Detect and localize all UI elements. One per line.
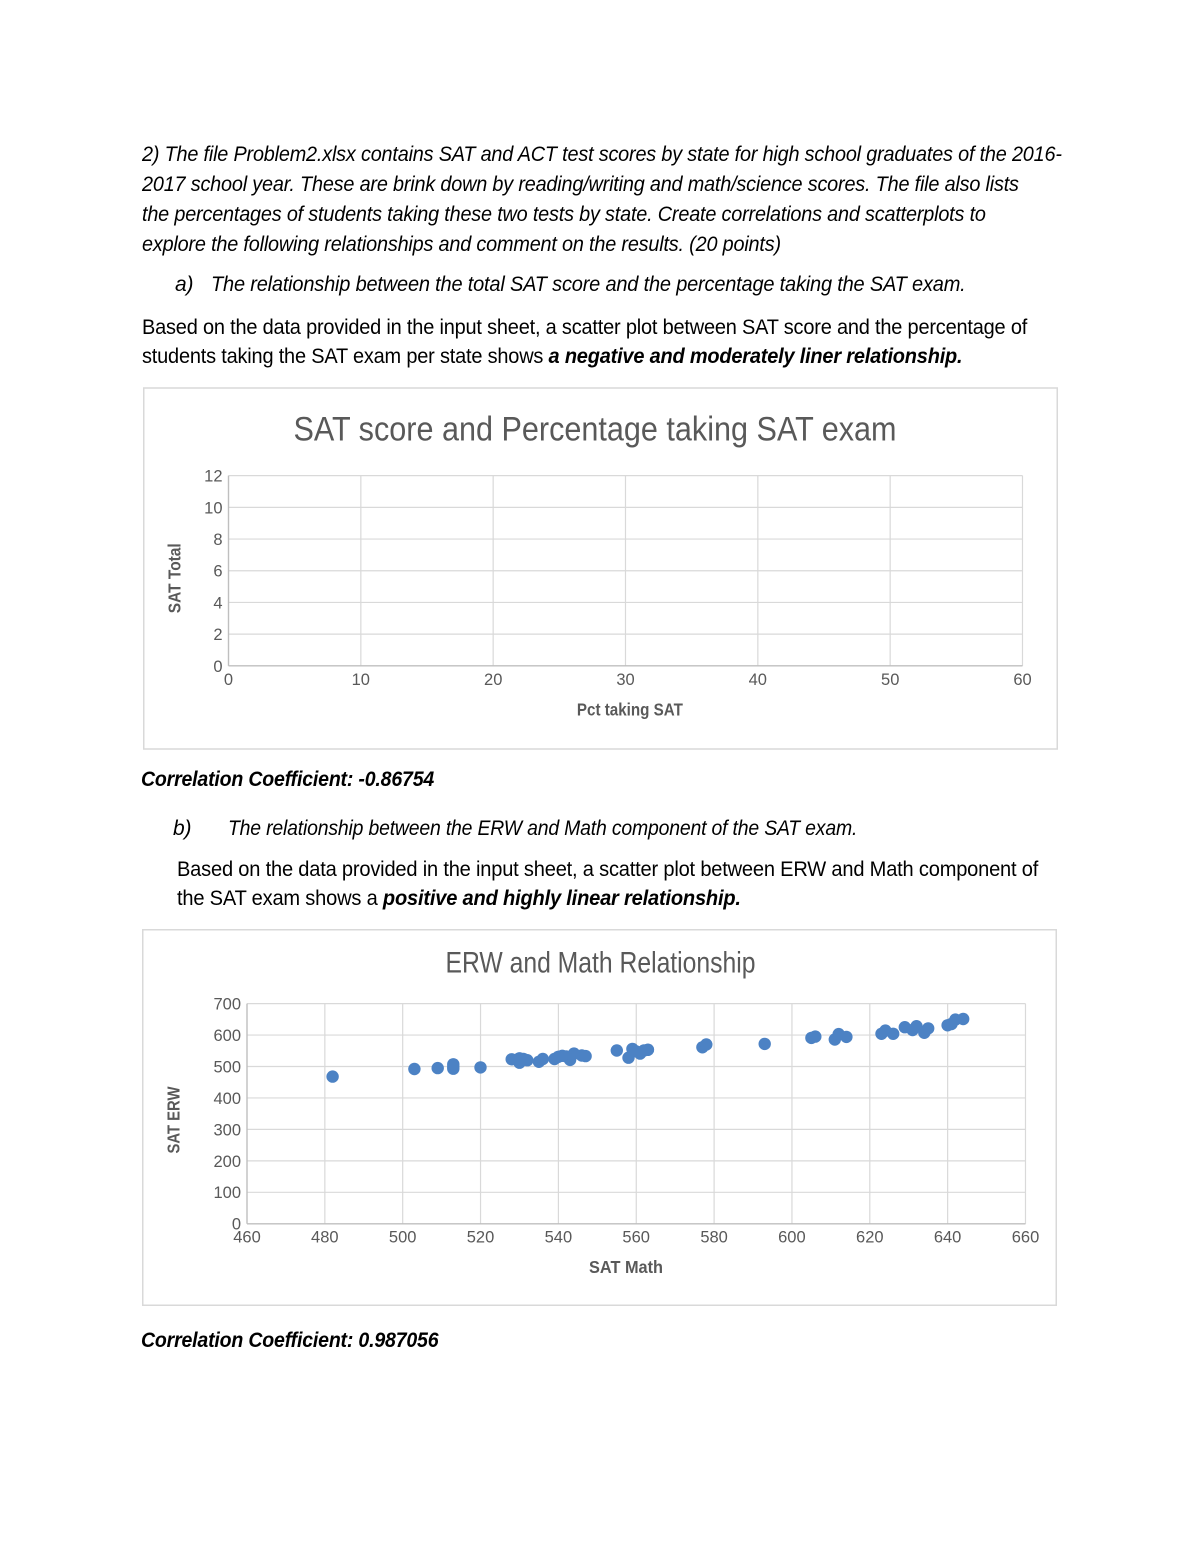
svg-text:100: 100 — [213, 1184, 241, 1202]
svg-text:0: 0 — [232, 1216, 241, 1234]
svg-text:0: 0 — [223, 671, 232, 689]
svg-text:60: 60 — [1013, 671, 1031, 689]
svg-text:200: 200 — [213, 1153, 241, 1171]
svg-text:SAT Total: SAT Total — [164, 543, 184, 613]
svg-text:480: 480 — [311, 1229, 339, 1247]
svg-text:Pct taking SAT: Pct taking SAT — [576, 699, 682, 719]
svg-text:20: 20 — [484, 671, 502, 689]
svg-text:30: 30 — [616, 671, 634, 689]
svg-text:40: 40 — [748, 671, 766, 689]
svg-text:4: 4 — [213, 594, 222, 612]
svg-text:700: 700 — [213, 996, 241, 1014]
svg-text:460: 460 — [233, 1229, 261, 1247]
svg-text:0: 0 — [213, 658, 222, 676]
svg-text:8: 8 — [213, 531, 222, 549]
svg-text:300: 300 — [213, 1121, 241, 1139]
svg-text:500: 500 — [213, 1058, 241, 1076]
svg-text:580: 580 — [700, 1229, 728, 1247]
svg-text:640: 640 — [934, 1229, 962, 1247]
svg-text:600: 600 — [778, 1229, 806, 1247]
svg-text:2: 2 — [213, 626, 222, 644]
svg-text:620: 620 — [856, 1229, 884, 1247]
svg-text:10: 10 — [204, 499, 222, 517]
svg-text:ERW and Math Relationship: ERW and Math Relationship — [446, 946, 756, 979]
svg-text:540: 540 — [545, 1229, 573, 1247]
svg-text:SAT Math: SAT Math — [589, 1257, 663, 1277]
svg-text:12: 12 — [204, 468, 222, 486]
svg-text:660: 660 — [1012, 1229, 1040, 1247]
svg-text:SAT score and Percentage takin: SAT score and Percentage taking SAT exam — [293, 411, 896, 449]
svg-text:500: 500 — [389, 1229, 417, 1247]
svg-text:6: 6 — [213, 563, 222, 581]
svg-text:520: 520 — [467, 1229, 495, 1247]
svg-text:400: 400 — [213, 1090, 241, 1108]
svg-text:50: 50 — [881, 671, 899, 689]
svg-text:600: 600 — [213, 1027, 241, 1045]
svg-text:SAT ERW: SAT ERW — [164, 1086, 184, 1153]
svg-text:10: 10 — [351, 671, 369, 689]
svg-text:560: 560 — [622, 1229, 650, 1247]
